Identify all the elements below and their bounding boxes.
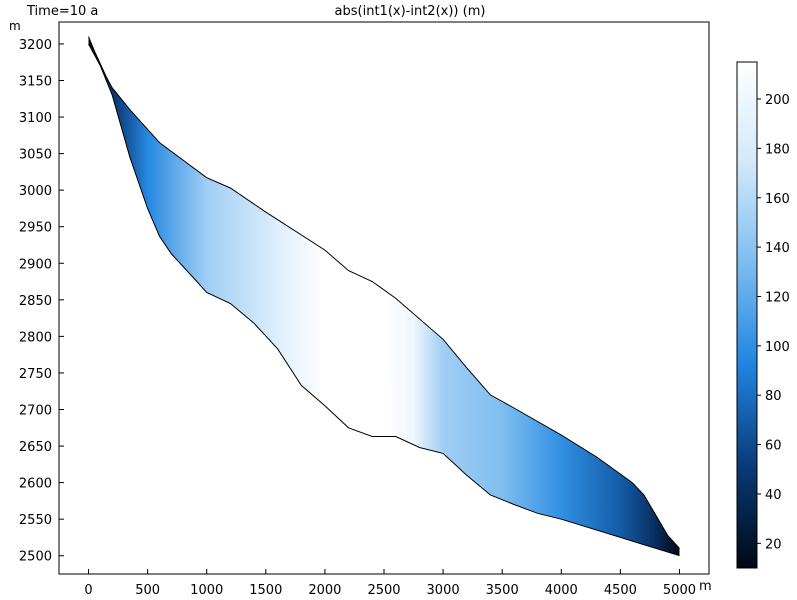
- colorbar-tick-label: 200: [765, 93, 790, 108]
- y-tick-label: 3200: [19, 38, 52, 53]
- y-tick-label: 3050: [19, 148, 52, 163]
- chart-title: abs(int1(x)-int2(x)) (m): [334, 4, 486, 19]
- surface-plot: [88, 36, 680, 556]
- x-tick-label: 0: [84, 583, 92, 598]
- time-label: Time=10 a: [27, 4, 99, 19]
- colorbar-axis: 20 40 60 80 100 120 140 160 180 200: [757, 93, 790, 552]
- x-tick-label: 4500: [604, 583, 637, 598]
- x-tick-label: 5000: [663, 583, 696, 598]
- y-tick-label: 2550: [19, 513, 52, 528]
- x-axis: 0 500 1000 1500 2000 2500 3000 3500 4000 4500 5000: [84, 569, 696, 598]
- colorbar-tick-label: 100: [765, 340, 790, 355]
- colorbar-tick-label: 120: [765, 290, 790, 305]
- x-tick-label: 2500: [367, 583, 400, 598]
- colorbar-tick-label: 160: [765, 192, 790, 207]
- colorbar-tick-label: 20: [765, 537, 782, 552]
- y-tick-label: 2750: [19, 367, 52, 382]
- colorbar-tick-label: 40: [765, 488, 782, 503]
- x-tick-label: 500: [135, 583, 160, 598]
- y-tick-label: 2800: [19, 330, 52, 345]
- y-tick-label: 2850: [19, 294, 52, 309]
- x-tick-label: 3500: [486, 583, 519, 598]
- colorbar-tick-label: 140: [765, 241, 790, 256]
- colorbar-tick-label: 80: [765, 389, 782, 404]
- y-tick-label: 2900: [19, 257, 52, 272]
- x-tick-label: 1000: [190, 583, 223, 598]
- y-tick-label: 2700: [19, 403, 52, 418]
- upper-boundary-line: [88, 36, 680, 549]
- x-axis-unit: m: [699, 579, 712, 594]
- colorbar-tick-label: 180: [765, 142, 790, 157]
- x-tick-label: 4000: [545, 583, 578, 598]
- y-tick-label: 3000: [19, 184, 52, 199]
- y-axis-unit: m: [9, 19, 21, 33]
- y-tick-label: 3150: [19, 74, 52, 89]
- x-tick-label: 3000: [427, 583, 460, 598]
- y-tick-label: 2600: [19, 477, 52, 492]
- colorbar: [736, 61, 758, 569]
- y-tick-label: 2950: [19, 221, 52, 236]
- x-tick-label: 2000: [308, 583, 341, 598]
- y-tick-label: 3100: [19, 111, 52, 126]
- lower-boundary-line: [88, 43, 680, 557]
- x-tick-label: 1500: [249, 583, 282, 598]
- y-axis: 2500 2550 2600 2650 2700 2750 2800 2850 2900 2950…: [19, 38, 64, 565]
- colorbar-tick-label: 60: [765, 439, 782, 454]
- y-tick-label: 2650: [19, 440, 52, 455]
- y-tick-label: 2500: [19, 550, 52, 565]
